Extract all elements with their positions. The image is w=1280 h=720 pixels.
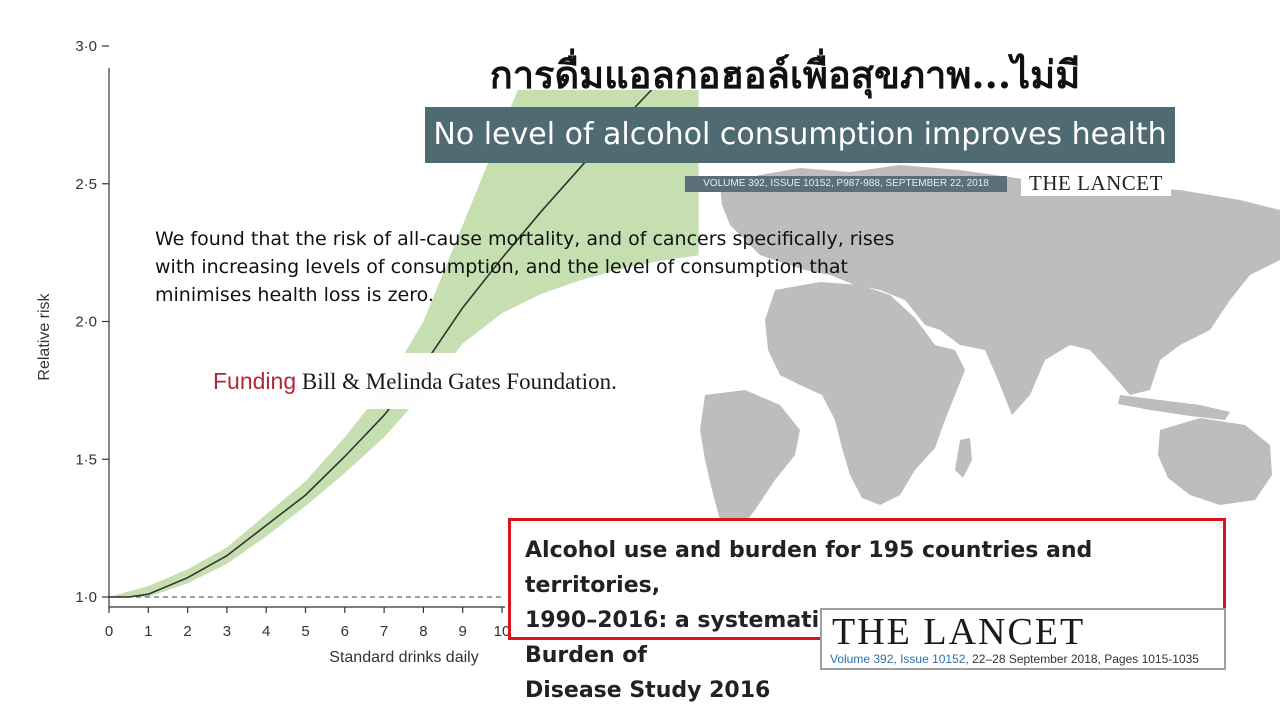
journal-logo-large: THE LANCET <box>832 611 1086 653</box>
x-tick-label: 4 <box>262 623 270 640</box>
x-tick-label: 3 <box>223 623 231 640</box>
citation-volume-link[interactable]: Volume 392, <box>830 652 897 666</box>
journal-logo-small: THE LANCET <box>1021 170 1171 196</box>
map-eurasia <box>720 165 1280 415</box>
quote-line: We found that the risk of all-cause mort… <box>155 228 895 250</box>
citation-details: 22–28 September 2018, Pages 1015-1035 <box>972 652 1199 666</box>
map-africa <box>765 282 965 505</box>
funding-name: Bill & Melinda Gates Foundation. <box>301 369 617 394</box>
journal-logo-box: THE LANCET Volume 392, Issue 10152, 22–2… <box>820 608 1226 670</box>
x-tick-label: 5 <box>301 623 309 640</box>
y-tick-label: 1·0 <box>75 589 97 606</box>
x-axis-label: Standard drinks daily <box>329 649 478 666</box>
x-tick-label: 6 <box>341 623 349 640</box>
x-tick-label: 9 <box>459 623 467 640</box>
volume-ribbon: VOLUME 392, ISSUE 10152, P987-988, SEPTE… <box>685 176 1007 192</box>
map-indonesia <box>1118 395 1230 420</box>
headline-banner: No level of alcohol consumption improves… <box>425 107 1175 163</box>
x-tick-label: 1 <box>144 623 152 640</box>
x-tick-label: 10 <box>494 623 511 640</box>
funding-statement: Funding Bill & Melinda Gates Foundation. <box>205 353 700 409</box>
y-tick-label: 1·5 <box>75 451 97 468</box>
paper-title-line: Alcohol use and burden for 195 countries… <box>525 538 1093 598</box>
x-tick-label: 7 <box>380 623 388 640</box>
confidence-band <box>109 90 699 597</box>
y-tick-label: 2·0 <box>75 314 97 331</box>
citation-line: Volume 392, Issue 10152, 22–28 September… <box>830 652 1199 666</box>
quote-line: with increasing levels of consumption, a… <box>155 256 848 278</box>
paper-title-line: Disease Study 2016 <box>525 678 771 703</box>
slide-title: การดื่มแอลกอฮอล์เพื่อสุขภาพ...ไม่มี <box>489 52 1081 97</box>
map-south-america <box>700 390 800 535</box>
funding-label: Funding <box>213 368 297 394</box>
map-australia <box>1158 418 1272 505</box>
x-tick-label: 0 <box>105 623 113 640</box>
y-axis-label: Relative risk <box>36 292 53 380</box>
citation-issue-link[interactable]: Issue 10152, <box>900 652 969 666</box>
quote-text: We found that the risk of all-cause mort… <box>155 225 1005 309</box>
x-tick-label: 2 <box>183 623 191 640</box>
map-madagascar <box>955 438 972 478</box>
x-tick-label: 8 <box>419 623 427 640</box>
y-tick-label: 2·5 <box>75 176 97 193</box>
y-tick-label: 3·0 <box>75 38 97 55</box>
quote-line: minimises health loss is zero. <box>155 284 434 306</box>
